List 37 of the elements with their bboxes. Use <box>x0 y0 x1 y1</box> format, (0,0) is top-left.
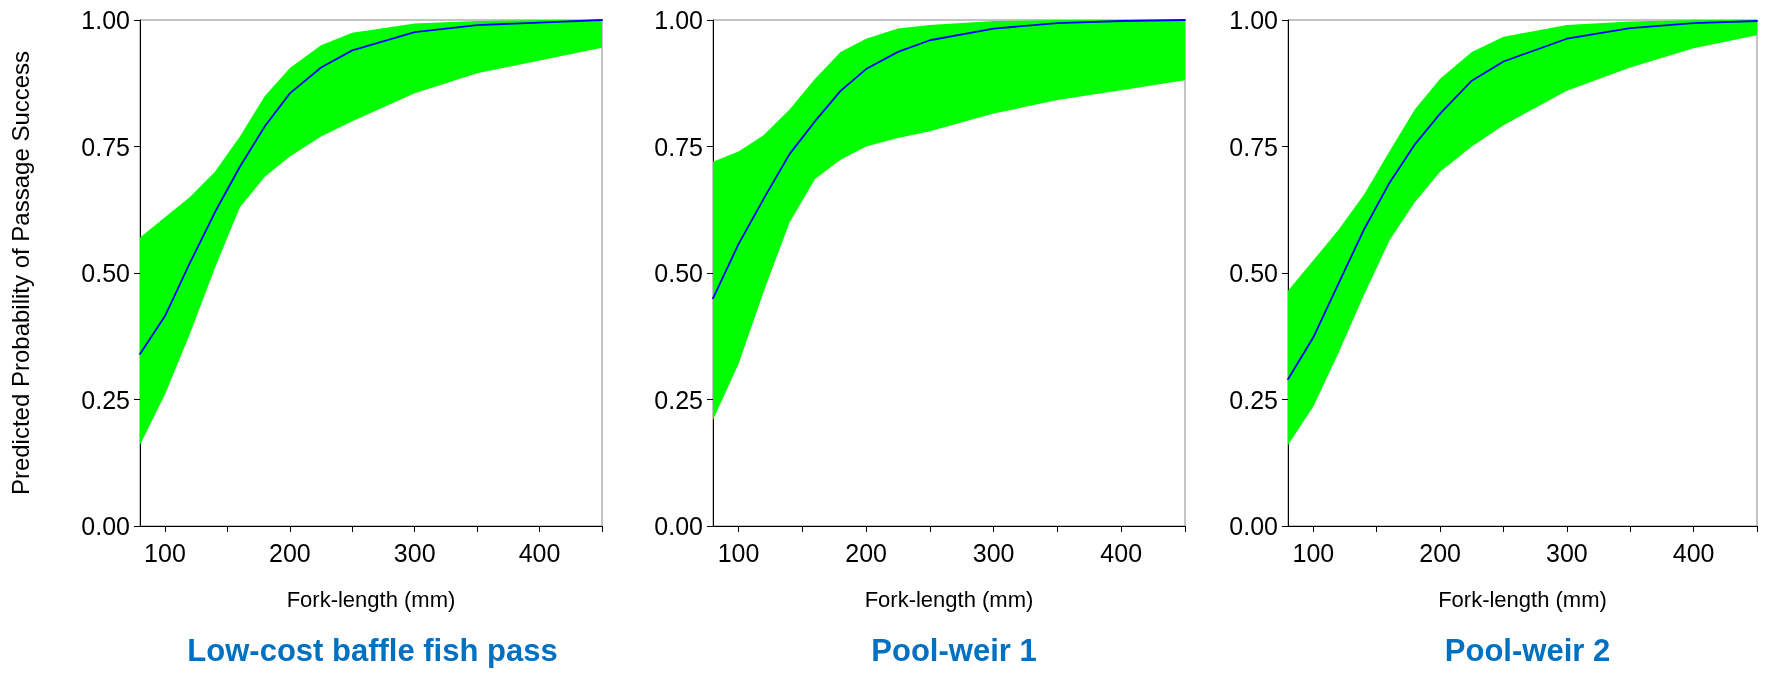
x-tick-label: 200 <box>268 538 311 567</box>
text: Pool-weir 1 <box>871 632 1037 668</box>
y-axis-title: Predicted Probability of Passage Success <box>6 50 34 496</box>
y-tick-label: 0.00 <box>81 512 130 540</box>
y-tick-label: 0.25 <box>81 385 130 414</box>
y-tick-label: 0.50 <box>654 259 703 287</box>
y-tick-label: 0.75 <box>654 132 703 161</box>
y-tick-label: 0.25 <box>1229 385 1278 414</box>
x-tick-label: 400 <box>1100 538 1143 567</box>
x-tick-label: 200 <box>845 538 887 567</box>
y-tick-label: 0.25 <box>654 385 703 414</box>
x-tick-label: 300 <box>972 538 1015 567</box>
y-tick-label: 0.50 <box>81 259 130 287</box>
y-tick-label: 0.00 <box>654 512 703 540</box>
y-tick-label: 0.00 <box>1229 512 1278 540</box>
x-tick-label: 100 <box>717 538 760 567</box>
x-axis-title: Fork-length (mm) <box>286 586 456 612</box>
x-tick-label: 200 <box>1419 538 1461 567</box>
x-tick-label: 400 <box>518 538 561 567</box>
y-tick-label: 1.00 <box>654 6 703 34</box>
y-tick-label: 0.75 <box>81 132 130 161</box>
x-tick-label: 300 <box>1546 538 1588 567</box>
x-tick-label: 100 <box>1292 538 1335 567</box>
line-series <box>139 19 603 355</box>
y-tick-label: 1.00 <box>81 6 130 34</box>
y-tick-label: 1.00 <box>1229 6 1278 34</box>
y-tick-label: 0.50 <box>1229 259 1278 287</box>
x-tick-label: 300 <box>393 538 436 567</box>
x-tick-label: 400 <box>1672 538 1715 567</box>
line-series <box>712 19 1186 300</box>
x-tick-label: 100 <box>144 538 186 567</box>
x-axis-title: Fork-length (mm) <box>864 586 1034 612</box>
text: Pool-weir 2 <box>1444 632 1611 668</box>
text: Low-cost baffle fish pass <box>187 632 558 668</box>
x-axis-title: Fork-length (mm) <box>1438 586 1607 612</box>
line-series <box>1287 20 1758 381</box>
y-tick-label: 0.75 <box>1229 132 1278 161</box>
